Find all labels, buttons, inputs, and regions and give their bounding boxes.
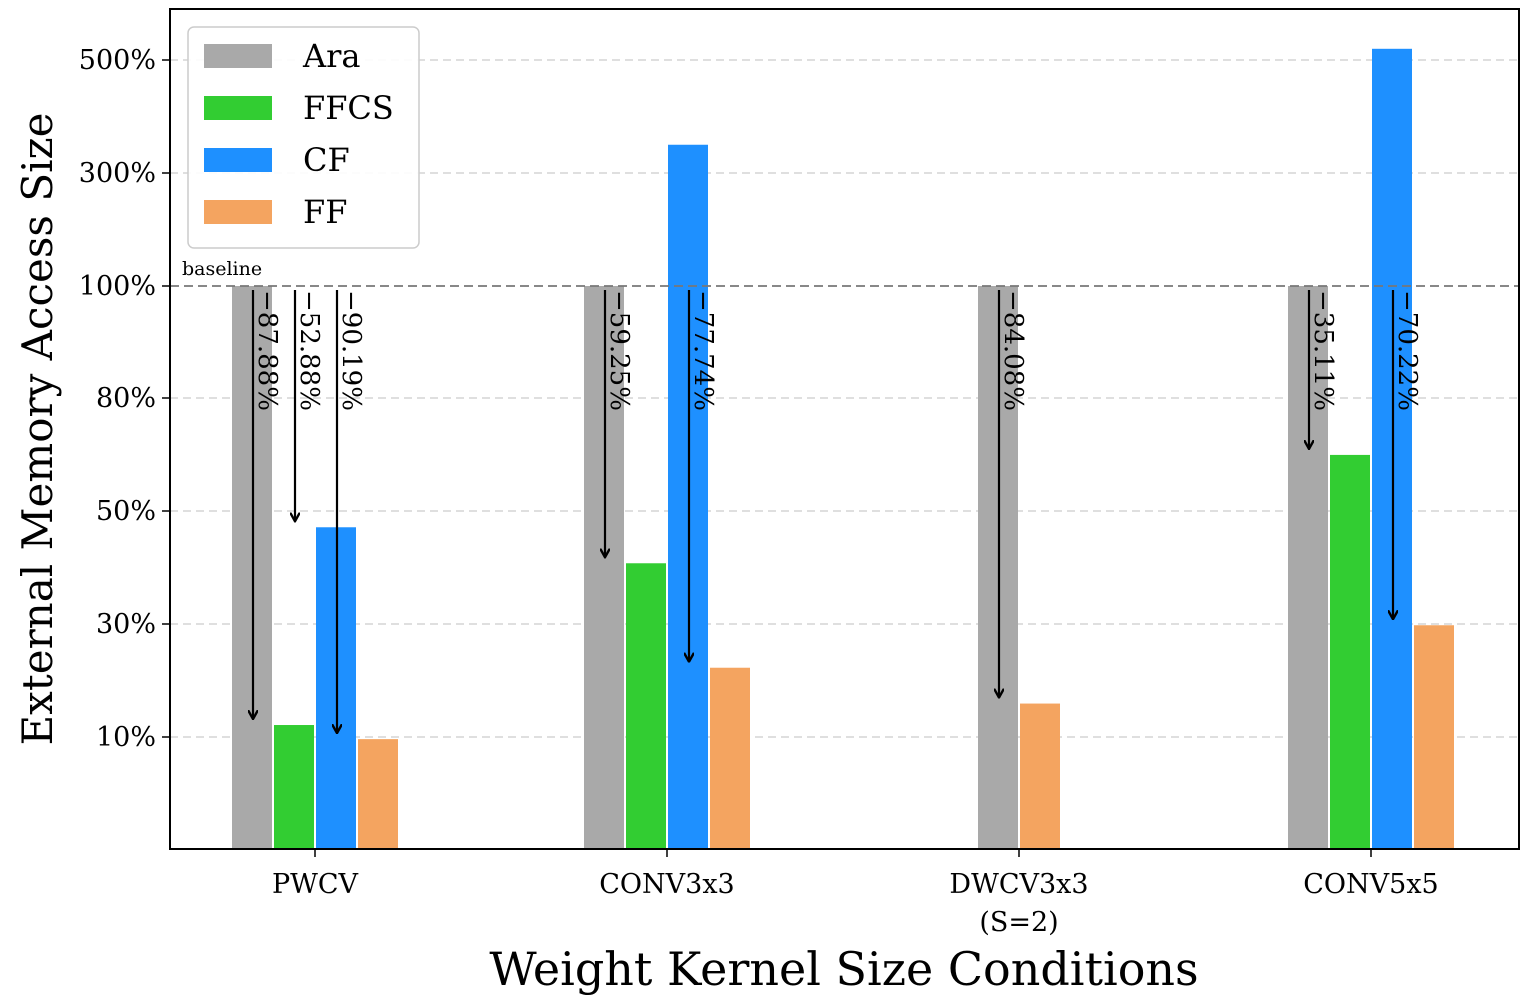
legend-swatch-ara	[204, 44, 272, 68]
reduction-label: −59.25%	[604, 290, 634, 411]
legend-box	[187, 26, 420, 249]
legend-label-ff: FF	[303, 193, 347, 231]
bar-ff-conv5x5	[1414, 625, 1454, 849]
bar-ffcs-conv3x3	[626, 563, 666, 849]
legend-swatch-cf	[204, 148, 272, 172]
bar-ffcs-pwcv	[274, 725, 314, 849]
y-tick-label: 100%	[79, 271, 156, 302]
y-tick-label: 50%	[96, 496, 156, 527]
bar-ff-pwcv	[358, 739, 398, 849]
legend-label-ara: Ara	[302, 37, 360, 75]
baseline: baseline	[170, 258, 1519, 287]
bar-ff-conv3x3	[710, 667, 750, 849]
reduction-label: −70.22%	[1392, 290, 1422, 411]
y-axis-label: External Memory Access Size	[13, 112, 62, 745]
reduction-label: −77.74%	[688, 290, 718, 411]
y-axis: 10% 30% 50% 80% 100% 300% 500%	[79, 45, 170, 753]
reduction-label: −35.11%	[1308, 290, 1338, 411]
x-tick-label: DWCV3x3	[949, 869, 1088, 900]
bar-ffcs-conv5x5	[1330, 454, 1370, 849]
legend-swatch-ff	[204, 200, 272, 224]
legend-label-ffcs: FFCS	[303, 89, 394, 127]
plot-frame	[169, 8, 1520, 850]
y-tick-label: 10%	[96, 722, 156, 753]
reduction-label: −84.08%	[998, 290, 1028, 411]
reduction-label: −52.88%	[294, 290, 324, 411]
y-tick-label: 300%	[79, 158, 156, 189]
y-tick-label: 30%	[96, 609, 156, 640]
x-tick-label: CONV5x5	[1303, 869, 1439, 900]
y-tick-label: 500%	[79, 45, 156, 76]
bar-ff-dwcv3x3	[1020, 703, 1060, 849]
reduction-label: −87.88%	[252, 290, 282, 411]
reduction-label: −90.19%	[336, 290, 366, 411]
baseline-label: baseline	[182, 258, 262, 280]
x-tick-label: PWCV	[272, 869, 359, 900]
legend-label-cf: CF	[303, 141, 350, 179]
x-tick-sublabel: (S=2)	[979, 907, 1058, 938]
x-tick-label: CONV3x3	[599, 869, 735, 900]
x-axis-label: Weight Kernel Size Conditions	[489, 942, 1198, 996]
legend: Ara FFCS CF FF	[187, 26, 420, 249]
x-axis: PWCV CONV3x3 DWCV3x3 (S=2) CONV5x5	[272, 849, 1439, 938]
annotations: −87.88% −52.88% −90.19% −59.25% −77.74% −84.0…	[252, 290, 1422, 733]
legend-swatch-ffcs	[204, 96, 272, 120]
y-tick-label: 80%	[96, 383, 156, 414]
